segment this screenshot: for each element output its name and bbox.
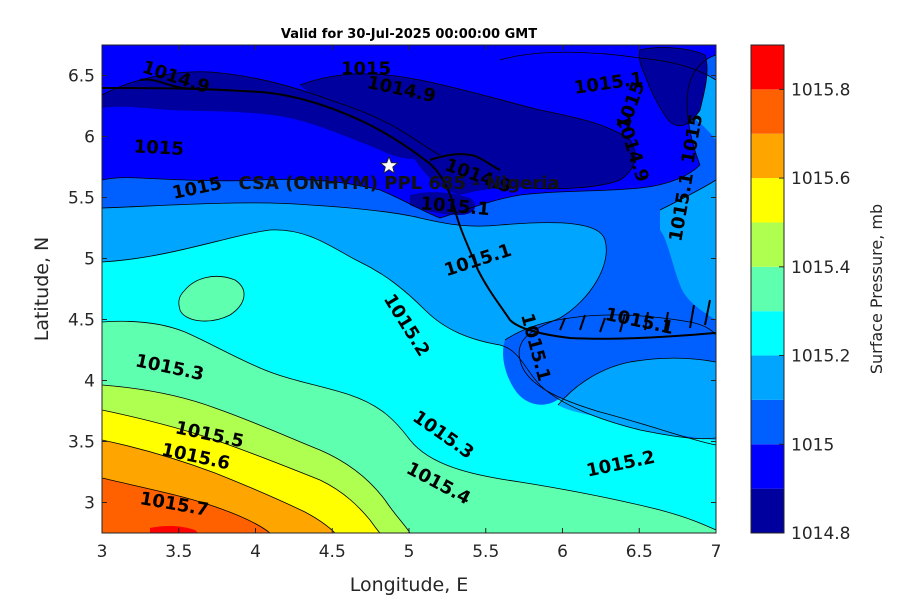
y-tick-label: 6 — [84, 128, 95, 148]
x-tick-label: 5.5 — [472, 542, 499, 562]
y-tick-label: 5.5 — [68, 189, 95, 209]
colorbar-swatch — [751, 89, 784, 134]
band-1014-8-c — [639, 47, 708, 126]
y-tick-label: 4 — [84, 372, 95, 392]
colorbar-swatch — [751, 266, 784, 312]
colorbar-tick-label: 1015.8 — [791, 80, 850, 100]
x-tick-label: 3 — [97, 542, 108, 562]
x-axis-ticks: 3 3.5 4 4.5 5 5.5 6 6.5 7 — [97, 45, 722, 562]
y-tick-label: 5 — [84, 250, 95, 270]
delta-line — [559, 299, 711, 333]
band-1014-8-b — [300, 73, 636, 195]
contour-label: 1015 — [341, 58, 391, 79]
colorbar-swatch — [751, 311, 784, 356]
colorbar-swatch — [751, 355, 784, 400]
colorbar-tick-label: 1015 — [791, 435, 834, 455]
colorbar: 1014.8 1015 1015.2 1015.4 1015.6 1015.8 — [750, 44, 850, 544]
x-tick-label: 7 — [711, 542, 722, 562]
coastline — [102, 78, 716, 340]
colorbar-label: Surface Pressure, mb — [867, 204, 886, 374]
band-1015-8 — [150, 525, 198, 533]
contour-label: 1015 — [133, 136, 184, 160]
star-icon — [379, 155, 399, 175]
band-1015-1-e — [660, 180, 716, 320]
x-tick-label: 5 — [404, 542, 415, 562]
colorbar-swatch — [751, 133, 784, 179]
band-1015-7 — [102, 478, 270, 533]
x-tick-label: 4 — [250, 542, 261, 562]
y-tick-label: 3 — [84, 494, 95, 514]
colorbar-swatch — [751, 45, 784, 90]
colorbar-swatch — [751, 399, 784, 445]
colorbar-tick-label: 1014.8 — [791, 524, 850, 544]
site-label: CSA (ONHYM) PPL 685 - Nigeria — [238, 173, 559, 194]
y-tick-label: 4.5 — [68, 311, 95, 331]
contour-lines — [102, 47, 716, 533]
x-tick-label: 6.5 — [626, 542, 653, 562]
chart-title: Valid for 30-Jul-2025 00:00:00 GMT — [281, 27, 537, 42]
band-1014-8-a — [102, 71, 440, 160]
y-tick-label: 6.5 — [68, 67, 95, 87]
x-tick-label: 3.5 — [165, 542, 192, 562]
country-border-line — [102, 87, 716, 340]
colorbar-swatch — [751, 178, 784, 223]
x-tick-label: 6 — [557, 542, 568, 562]
colorbar-swatch — [751, 444, 784, 489]
band-1015-1-east — [558, 358, 716, 440]
y-tick-label: 3.5 — [68, 433, 95, 453]
colorbar-frame — [750, 44, 785, 534]
colorbar-tick-label: 1015.2 — [791, 347, 850, 367]
x-axis-label: Longitude, E — [350, 574, 469, 596]
y-axis-label: Latitude, N — [31, 237, 53, 342]
site-marker: CSA (ONHYM) PPL 685 - Nigeria — [238, 155, 560, 194]
y-axis-ticks: 3 3.5 4 4.5 5 5.5 6 6.5 — [68, 67, 716, 514]
colorbar-tick-label: 1015.4 — [791, 258, 850, 278]
coast-north-line — [139, 78, 201, 90]
band-1015-3-island — [178, 276, 245, 322]
colorbar-swatch — [751, 222, 784, 267]
river-line — [429, 153, 501, 171]
colorbar-tick-label: 1015.6 — [791, 169, 850, 189]
colorbar-swatch — [751, 488, 784, 533]
band-1014-8-d — [410, 192, 476, 215]
x-tick-label: 4.5 — [319, 542, 346, 562]
